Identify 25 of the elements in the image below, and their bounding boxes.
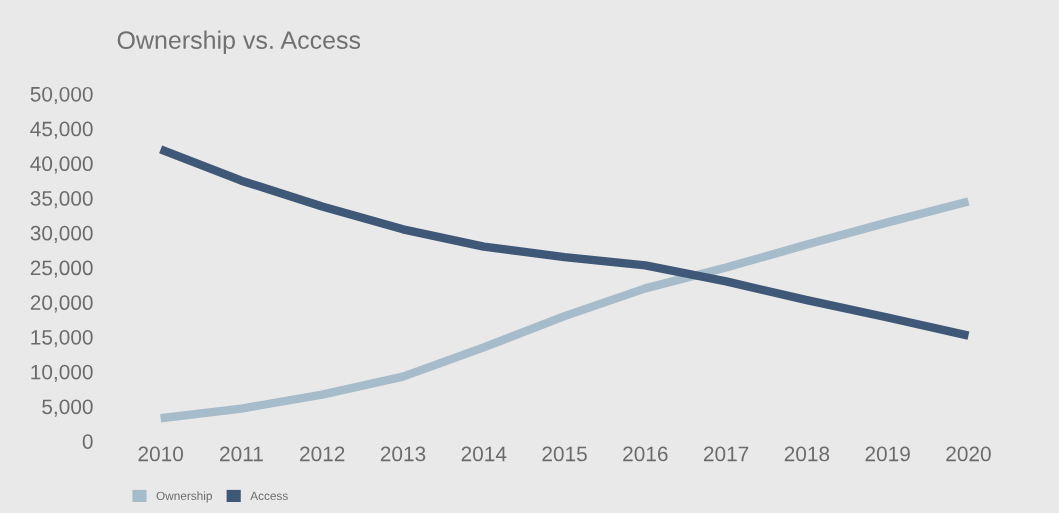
y-tick-label: 35,000 xyxy=(30,191,93,209)
x-tick-label: 2011 xyxy=(220,446,263,462)
x-tick-label: 2019 xyxy=(865,446,910,462)
x-tick-label: 2020 xyxy=(946,446,991,462)
y-tick-label: 40,000 xyxy=(30,156,93,174)
x-tick-label: 2015 xyxy=(542,446,587,462)
x-tick-label: 2017 xyxy=(703,446,749,462)
legend-label: Access xyxy=(250,491,288,501)
y-tick-label: 10,000 xyxy=(31,364,93,382)
y-tick-label: 15,000 xyxy=(31,329,93,348)
x-tick-label: 2018 xyxy=(784,446,830,462)
y-tick-label: 30,000 xyxy=(30,225,93,244)
y-tick-label: 45,000 xyxy=(30,121,93,139)
chart-title: Ownership vs. Access xyxy=(117,30,361,54)
x-tick-label: 2016 xyxy=(623,446,668,462)
x-tick-label: 2013 xyxy=(380,446,426,462)
x-tick-label: 2012 xyxy=(300,446,345,462)
y-tick-label: 50,000 xyxy=(30,86,93,105)
y-tick-label: 5,000 xyxy=(42,399,93,417)
x-tick-label: 2010 xyxy=(138,446,184,462)
y-tick-label: 20,000 xyxy=(30,295,93,313)
legend-label: Ownership xyxy=(156,491,212,503)
y-tick-label: 0 xyxy=(82,434,93,449)
y-tick-label: 25,000 xyxy=(30,260,93,278)
x-tick-label: 2014 xyxy=(461,446,507,462)
